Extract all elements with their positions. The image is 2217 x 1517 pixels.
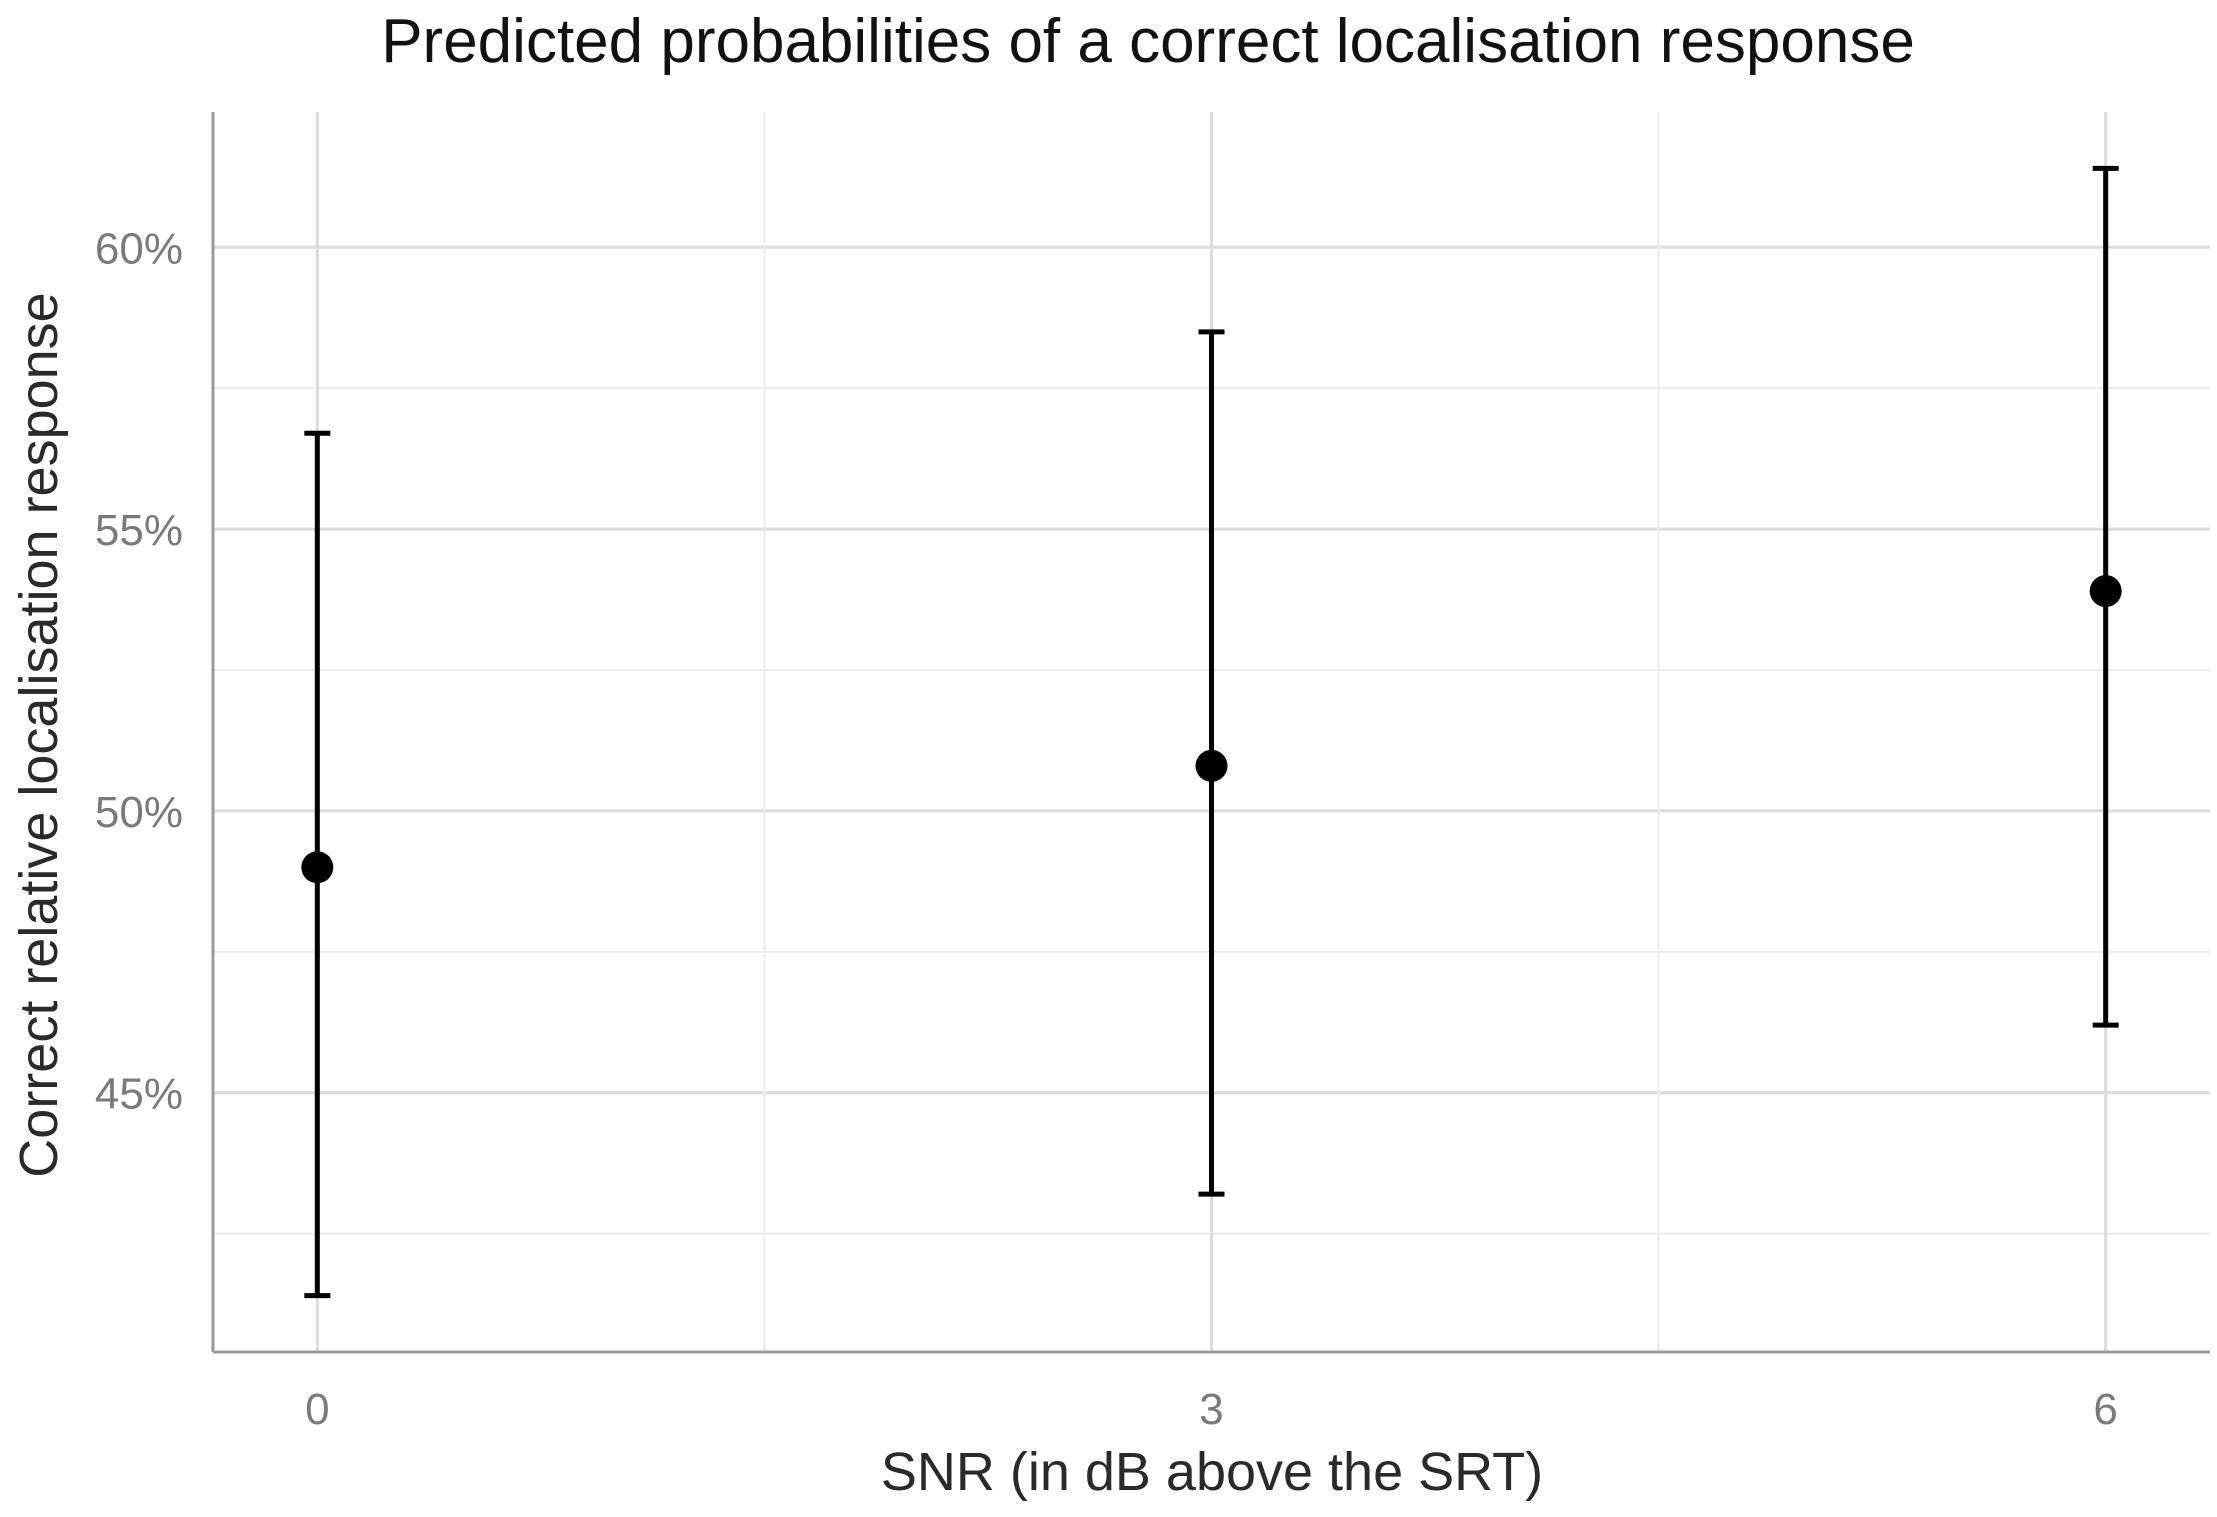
x-tick-label: 0 (305, 1385, 329, 1434)
y-tick-label: 45% (95, 1070, 183, 1119)
chart-title: Predicted probabilities of a correct loc… (381, 7, 1915, 76)
y-axis-title: Correct relative localisation response (9, 292, 69, 1177)
data-point (1195, 749, 1228, 782)
data-marks (301, 165, 2122, 1299)
y-tick-label: 50% (95, 788, 183, 837)
y-tick-label: 60% (95, 224, 183, 273)
x-axis-title: SNR (in dB above the SRT) (881, 1442, 1543, 1502)
y-tick-label: 55% (95, 506, 183, 555)
x-tick-label: 3 (1199, 1385, 1223, 1434)
axes (211, 112, 2210, 1354)
data-point (301, 851, 334, 884)
data-point (2089, 575, 2122, 608)
x-tick-label: 6 (2093, 1385, 2117, 1434)
tick-labels: 45% 50% 55% 60% 0 3 6 (95, 224, 2118, 1434)
